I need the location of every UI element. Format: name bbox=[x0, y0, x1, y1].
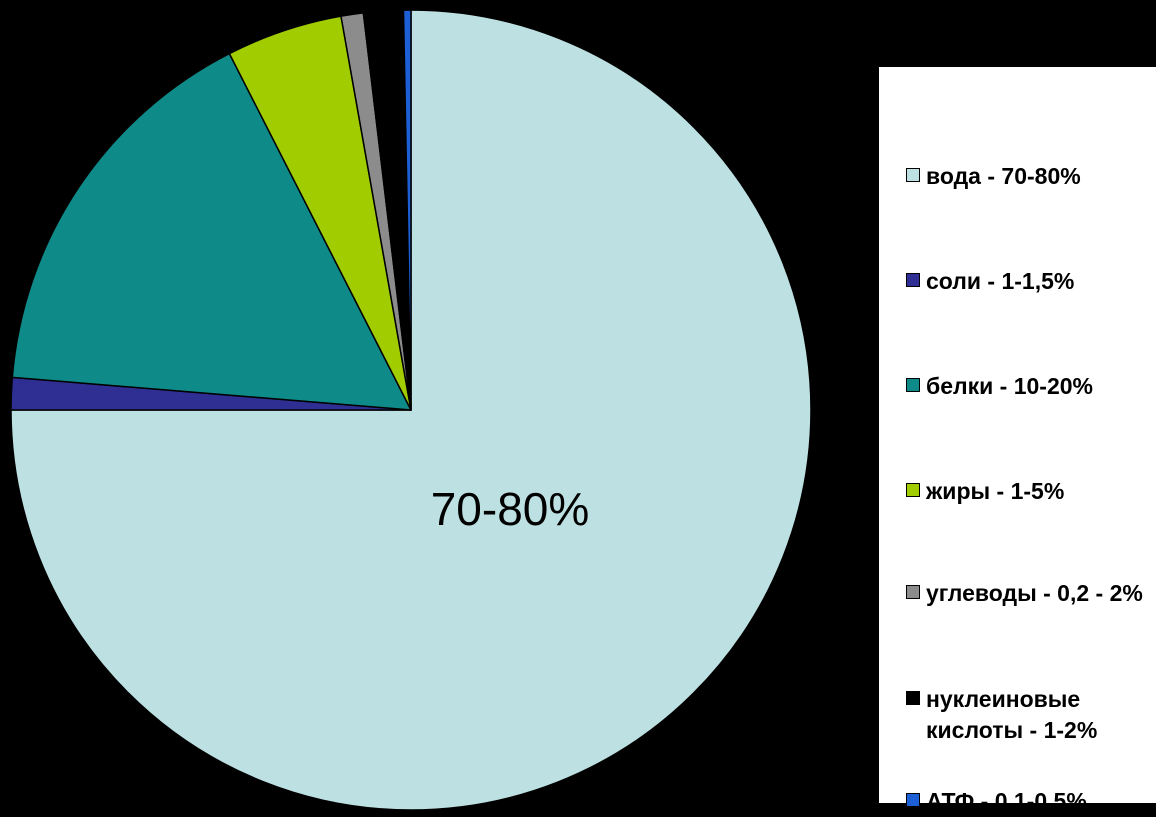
legend-label-carbohydrates: углеводы - 0,2 - 2% bbox=[926, 580, 1143, 606]
pie-data-label-0: 70-80% bbox=[431, 483, 590, 535]
legend-swatch-nucleic-acids bbox=[906, 691, 920, 705]
legend-label-proteins: белки - 10-20% bbox=[926, 373, 1093, 399]
legend-label-water: вода - 70-80% bbox=[926, 163, 1081, 189]
legend-item-atp: АТФ - 0,1-0,5% bbox=[906, 786, 1146, 817]
legend-swatch-water bbox=[906, 168, 920, 182]
legend-swatch-atp bbox=[906, 793, 920, 807]
legend-swatch-proteins bbox=[906, 378, 920, 392]
legend-swatch-salts bbox=[906, 273, 920, 287]
legend-swatch-carbohydrates bbox=[906, 585, 920, 599]
legend-label-salts: соли - 1-1,5% bbox=[926, 268, 1075, 294]
pie-chart: 70-80% bbox=[10, 9, 812, 811]
legend-item-salts: соли - 1-1,5% bbox=[906, 266, 1146, 297]
legend-item-proteins: белки - 10-20% bbox=[906, 371, 1146, 402]
legend-label-nucleic-acids: нуклеиновые кислоты - 1-2% bbox=[926, 686, 1098, 743]
pie-slice-2 bbox=[11, 52, 412, 411]
legend-item-carbohydrates: углеводы - 0,2 - 2% bbox=[906, 578, 1146, 609]
legend-item-nucleic-acids: нуклеиновые кислоты - 1-2% bbox=[906, 684, 1146, 746]
legend-label-fats: жиры - 1-5% bbox=[926, 478, 1065, 504]
chart-legend: вода - 70-80% соли - 1-1,5% белки - 10-2… bbox=[879, 67, 1156, 814]
legend-label-atp: АТФ - 0,1-0,5% bbox=[926, 788, 1087, 814]
legend-item-fats: жиры - 1-5% bbox=[906, 476, 1146, 507]
legend-item-water: вода - 70-80% bbox=[906, 161, 1146, 192]
pie-slice-6 bbox=[402, 9, 412, 411]
legend-swatch-fats bbox=[906, 483, 920, 497]
